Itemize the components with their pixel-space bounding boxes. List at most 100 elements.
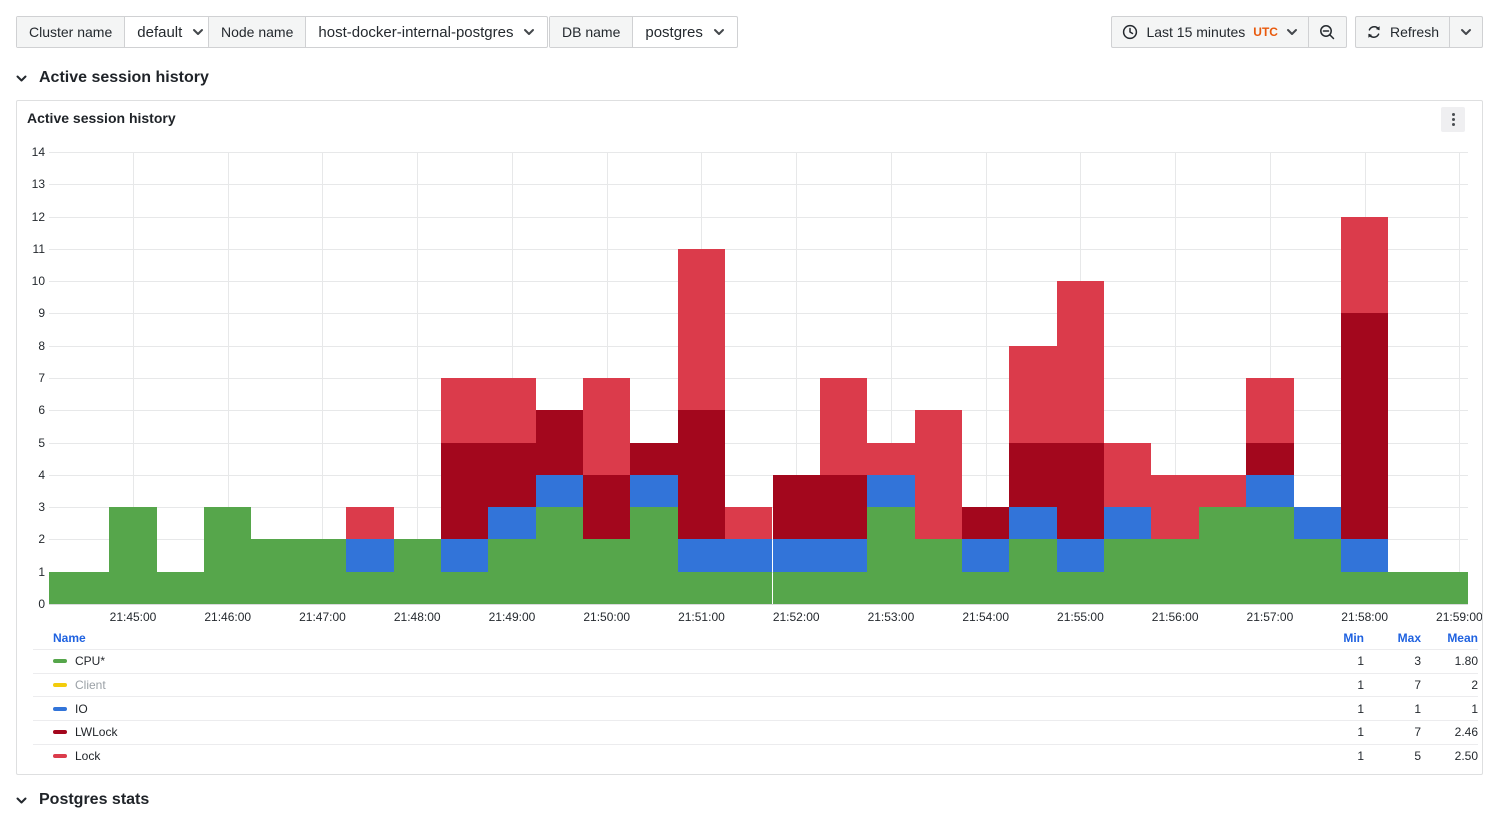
- y-gridline: [49, 474, 1468, 476]
- y-gridline: [49, 184, 1468, 186]
- bar-segment-lwlock: [1056, 442, 1105, 540]
- bar-segment-cpu: [725, 571, 773, 604]
- bar-segment-io: [440, 539, 489, 572]
- bar-segment-cpu: [298, 539, 347, 604]
- legend-series-toggle[interactable]: Client: [33, 678, 1307, 692]
- refresh-interval-button[interactable]: [1449, 17, 1482, 47]
- bar-segment-cpu: [251, 539, 299, 604]
- series-color-swatch: [53, 730, 67, 735]
- legend-series-toggle[interactable]: IO: [33, 702, 1307, 716]
- series-min: 1: [1357, 749, 1364, 764]
- series-name: Client: [75, 678, 106, 693]
- bar-segment-lock: [725, 507, 773, 540]
- clock-icon: [1123, 24, 1138, 40]
- bar-segment-lwlock: [961, 507, 1010, 540]
- legend-sort-mean[interactable]: Mean: [1447, 631, 1478, 645]
- x-axis-tick-label: 21:59:00: [1436, 610, 1483, 624]
- bar-segment-io: [488, 507, 536, 540]
- y-gridline: [49, 410, 1468, 412]
- timezone-badge: UTC: [1253, 25, 1278, 39]
- bar-segment-cpu: [583, 539, 631, 604]
- series-color-swatch: [53, 659, 67, 664]
- legend-series-toggle[interactable]: LWLock: [33, 725, 1307, 739]
- db-name-label: DB name: [550, 17, 634, 47]
- bar-segment-lock: [1104, 442, 1152, 508]
- bar-segment-cpu: [393, 539, 441, 604]
- panel-title: Active session history: [27, 110, 176, 126]
- x-axis-tick-label: 21:49:00: [488, 610, 536, 624]
- db-name-select[interactable]: postgres: [633, 17, 737, 47]
- node-name-select[interactable]: host-docker-internal-postgres: [306, 17, 547, 47]
- bar-segment-cpu: [204, 507, 252, 604]
- bar-segment-cpu: [1246, 507, 1294, 604]
- x-gridline: [417, 152, 419, 604]
- refresh-button[interactable]: Refresh: [1356, 17, 1449, 47]
- x-gridline: [1175, 152, 1177, 604]
- bar-segment-cpu: [1198, 507, 1247, 604]
- x-gridline: [1459, 152, 1461, 604]
- y-axis-tick-label: 4: [38, 467, 45, 482]
- bar-segment-cpu: [1104, 539, 1152, 604]
- series-color-swatch: [53, 754, 67, 759]
- refresh-icon: [1368, 26, 1380, 38]
- variable-node-name: Node name host-docker-internal-postgres: [208, 16, 549, 48]
- legend-sort-min[interactable]: Min: [1343, 631, 1364, 645]
- y-axis-tick-label: 9: [38, 306, 45, 321]
- chevron-down-icon: [713, 29, 724, 35]
- x-axis-tick-label: 21:57:00: [1246, 610, 1294, 624]
- legend-sort-name[interactable]: Name: [53, 631, 86, 645]
- cluster-name-select[interactable]: default: [125, 17, 216, 47]
- time-picker-group: Last 15 minutes UTC: [1111, 16, 1347, 48]
- bar-segment-lock: [677, 248, 726, 411]
- x-axis-tick-label: 21:52:00: [772, 610, 820, 624]
- section-postgres-stats[interactable]: Postgres stats: [16, 791, 149, 809]
- bar-segment-cpu: [677, 571, 726, 604]
- panel-menu-button[interactable]: [1441, 107, 1465, 132]
- series-max: 1: [1414, 701, 1421, 716]
- bar-segment-lock: [488, 378, 536, 443]
- y-axis-tick-label: 14: [31, 145, 45, 159]
- legend-series-toggle[interactable]: CPU*: [33, 654, 1307, 668]
- x-axis-tick-label: 21:45:00: [109, 610, 157, 624]
- bar-segment-lock: [1009, 345, 1057, 443]
- bar-segment-lock: [1246, 378, 1294, 443]
- bar-segment-cpu: [156, 571, 205, 604]
- series-max: 7: [1414, 725, 1421, 740]
- y-gridline: [49, 313, 1468, 315]
- bar-segment-cpu: [109, 507, 157, 604]
- y-gridline: [49, 216, 1468, 218]
- section-active-session-history[interactable]: Active session history: [16, 69, 209, 87]
- x-axis-tick-label: 21:47:00: [299, 610, 346, 624]
- x-axis-tick-label: 21:50:00: [583, 610, 631, 624]
- bar-segment-cpu: [1151, 539, 1199, 604]
- bar-segment-cpu: [961, 571, 1010, 604]
- series-name: LWLock: [75, 725, 118, 740]
- bar-segment-lock: [346, 507, 394, 540]
- dashboard-toolbar: Cluster name default Node name host-dock…: [0, 0, 1499, 64]
- bar-segment-cpu: [1056, 571, 1105, 604]
- legend-row-io: IO 1 1 1: [33, 696, 1478, 720]
- x-axis-tick-label: 21:51:00: [678, 610, 725, 624]
- x-axis-tick-label: 21:48:00: [393, 610, 441, 624]
- bar-segment-cpu: [1388, 571, 1436, 604]
- bar-segment-lwlock: [583, 474, 631, 540]
- time-range-label: Last 15 minutes: [1146, 24, 1246, 40]
- bar-segment-cpu: [346, 571, 394, 604]
- zoom-out-button[interactable]: [1307, 17, 1346, 47]
- y-gridline: [49, 604, 1468, 605]
- bar-segment-io: [1104, 507, 1152, 540]
- bar-segment-lwlock: [677, 410, 726, 540]
- series-max: 3: [1414, 654, 1421, 669]
- bar-segment-cpu: [61, 571, 110, 604]
- node-name-label: Node name: [209, 17, 307, 47]
- y-axis-tick-label: 5: [38, 435, 45, 450]
- x-gridline: [985, 152, 987, 604]
- legend-sort-max[interactable]: Max: [1397, 631, 1421, 645]
- legend-series-toggle[interactable]: Lock: [33, 749, 1307, 763]
- x-gridline: [322, 152, 324, 604]
- series-max: 7: [1414, 678, 1421, 693]
- bar-segment-io: [725, 539, 773, 572]
- bar-segment-lwlock: [1246, 442, 1294, 475]
- series-name: IO: [75, 701, 88, 716]
- time-range-picker[interactable]: Last 15 minutes UTC: [1112, 17, 1308, 47]
